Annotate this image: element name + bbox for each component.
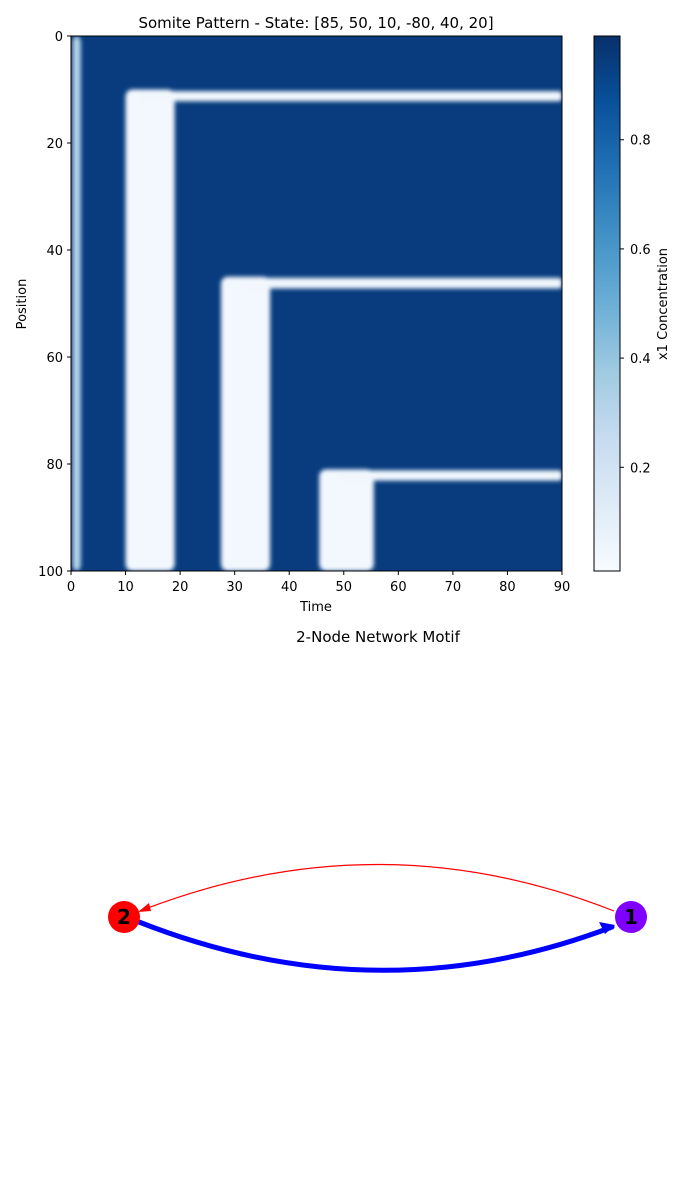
node-2-circle (108, 901, 140, 933)
low-region-band-3 (221, 276, 271, 571)
colorbar-tick-label: 0.4 (630, 352, 651, 367)
network-title: 2-Node Network Motif (296, 628, 460, 646)
heatmap-low-regions (72, 36, 562, 571)
y-tick-label: 20 (46, 137, 63, 152)
colorbar (593, 35, 621, 572)
colorbar-label: x1 Concentration (656, 248, 671, 360)
y-tick-label: 60 (46, 351, 63, 366)
x-tick-label: 20 (172, 580, 189, 595)
heatmap-title: Somite Pattern - State: [85, 50, 10, -80… (138, 14, 493, 32)
x-tick-label: 80 (499, 580, 516, 595)
y-axis-ticks: 0 20 40 60 80 100 (38, 30, 71, 580)
x-tick-label: 90 (554, 580, 571, 595)
arrowhead-edge-1-to-2 (138, 903, 151, 912)
colorbar-tick-label: 0.6 (630, 243, 651, 258)
node-1-circle (615, 901, 647, 933)
x-axis-ticks: 0 10 20 30 40 50 60 70 80 90 (67, 571, 570, 595)
x-tick-label: 40 (281, 580, 298, 595)
colorbar-tick-label: 0.2 (630, 461, 651, 476)
heatmap-panel: Somite Pattern - State: [85, 50, 10, -80… (15, 14, 671, 615)
edge-1-to-2 (139, 863, 615, 912)
x-tick-label: 10 (117, 580, 134, 595)
low-region-stripe-6 (240, 277, 562, 289)
x-tick-label: 0 (67, 580, 75, 595)
node-2: 2 (108, 901, 140, 933)
x-axis-label: Time (299, 600, 332, 615)
low-region-stripe-7 (338, 470, 562, 481)
node-1: 1 (615, 901, 647, 933)
x-tick-label: 30 (226, 580, 243, 595)
low-region-band-1 (72, 36, 81, 571)
node-2-label: 2 (117, 905, 131, 929)
x-tick-label: 70 (445, 580, 462, 595)
network-panel: 2-Node Network Motif 2 1 (108, 628, 647, 973)
arrowhead-edge-2-to-1 (599, 922, 615, 934)
low-region-band-4 (319, 469, 374, 571)
heatmap-frame (70, 35, 563, 572)
edge-2-to-1 (136, 919, 615, 973)
low-region-stripe-5 (141, 91, 562, 102)
y-tick-label: 40 (46, 244, 63, 259)
y-tick-label: 0 (55, 30, 63, 45)
y-tick-label: 80 (46, 458, 63, 473)
x-tick-label: 60 (390, 580, 407, 595)
y-tick-label: 100 (38, 565, 63, 580)
node-1-label: 1 (624, 905, 638, 929)
colorbar-ticks: 0.2 0.4 0.6 0.8 (620, 134, 651, 476)
x-tick-label: 50 (336, 580, 353, 595)
y-axis-label: Position (15, 279, 30, 330)
low-region-band-2 (125, 89, 175, 571)
colorbar-tick-label: 0.8 (630, 134, 651, 149)
